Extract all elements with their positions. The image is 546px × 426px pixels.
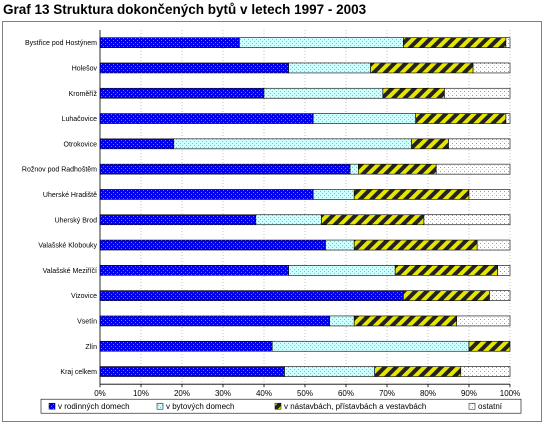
bar-segment-ostatni	[472, 62, 511, 74]
x-tick-label: 20%	[174, 389, 190, 398]
bar-segment-rodinne	[99, 265, 289, 276]
x-tick-label: 40%	[256, 389, 272, 398]
bar-segment-bytove	[349, 163, 359, 175]
x-tick-label: 100%	[500, 389, 520, 398]
category-label: Kroměříž	[69, 91, 98, 98]
category-labels: Bystřice pod Hostýnem Holešov Kroměříž Luha…	[22, 40, 98, 376]
grid-layer	[99, 30, 511, 388]
bar-segment-nastavby	[353, 239, 478, 251]
bar-segment-bytove	[325, 239, 355, 251]
bar-segment-bytove	[271, 340, 470, 352]
page-title: Graf 13 Struktura dokončených bytů v let…	[3, 2, 367, 17]
bar-segment-nastavby	[394, 265, 499, 276]
category-label: Rožnov pod Radhoštěm	[22, 167, 97, 174]
bar-segment-rodinne	[99, 113, 314, 124]
bar-segment-bytove	[284, 366, 375, 377]
category-label: Uherský Brod	[55, 217, 98, 224]
bar-segment-bytove	[329, 315, 355, 327]
bar-segment-rodinne	[99, 163, 351, 175]
legend-swatch-nastavby	[274, 402, 282, 410]
x-tick-label: 60%	[338, 389, 354, 398]
x-tick-label: 70%	[379, 389, 395, 398]
category-label: Vsetín	[77, 318, 97, 325]
bar-segment-rodinne	[99, 290, 404, 301]
legend-swatch-ostatni	[468, 402, 476, 410]
category-label: Bystřice pod Hostýnem	[25, 40, 97, 47]
bar-segment-nastavby	[403, 290, 490, 301]
bar-segment-bytove	[288, 62, 371, 74]
legend-label-bytove: v bytových domech	[166, 402, 234, 411]
stacked-bar-chart: Bystřice pod Hostýnem Holešov Kroměříž Luha…	[22, 30, 522, 414]
legend-label-nastavby: v nástavbách, přístavbách a vestavbách	[284, 402, 426, 411]
category-label: Holešov	[72, 65, 98, 72]
x-tick-label: 90%	[461, 389, 477, 398]
bar-segment-ostatni	[435, 163, 511, 175]
bar-segment-ostatni	[505, 113, 511, 124]
chart-frame: Bystřice pod Hostýnem Holešov Kroměříž Luha…	[2, 21, 542, 422]
bar-segment-nastavby	[382, 87, 445, 99]
legend-label-ostatni: ostatní	[478, 402, 503, 411]
legend-swatch-rodinne	[48, 402, 56, 410]
x-tick-label: 30%	[215, 389, 231, 398]
bar-segment-rodinne	[99, 315, 330, 327]
x-tick-label: 50%	[297, 389, 313, 398]
bar-segment-ostatni	[456, 315, 511, 327]
legend-swatch-bytove	[156, 402, 164, 410]
category-label: Valašské Klobouky	[38, 243, 97, 250]
bar-segment-rodinne	[99, 366, 285, 377]
bar-segment-ostatni	[460, 366, 511, 377]
bar-segment-ostatni	[476, 239, 511, 251]
category-label: Uherské Hradiště	[43, 192, 97, 199]
bar-segment-bytove	[255, 214, 322, 226]
bar-segment-ostatni	[468, 189, 511, 200]
category-label: Zlín	[85, 344, 97, 351]
bar-segment-nastavby	[468, 340, 511, 352]
legend-label-rodinne: v rodinných domech	[58, 402, 130, 411]
category-label: Valašské Meziříčí	[43, 268, 97, 275]
bar-segment-nastavby	[353, 189, 470, 200]
category-label: Vizovice	[71, 293, 97, 300]
category-label: Otrokovice	[64, 141, 98, 148]
bar-segment-ostatni	[489, 290, 511, 301]
bar-segment-ostatni	[444, 87, 511, 99]
category-label: Luhačovice	[62, 116, 98, 123]
bar-segment-rodinne	[99, 189, 314, 200]
bar-segment-bytove	[173, 138, 412, 150]
bar-segment-rodinne	[99, 214, 257, 226]
bar-segment-bytove	[312, 113, 417, 124]
bar-segment-rodinne	[99, 62, 289, 74]
bar-segment-nastavby	[411, 138, 449, 150]
bar-segment-ostatni	[497, 265, 511, 276]
bar-segment-rodinne	[99, 87, 265, 99]
x-tick-label: 0%	[94, 389, 106, 398]
bar-segment-nastavby	[357, 163, 437, 175]
bar-segment-rodinne	[99, 340, 273, 352]
legend: v rodinných domech v bytových domech v nás…	[40, 398, 522, 414]
bar-segment-nastavby	[370, 62, 474, 74]
bar-segment-nastavby	[374, 366, 462, 377]
bar-segment-rodinne	[99, 138, 175, 150]
bar-segment-rodinne	[99, 239, 326, 251]
x-tick-label: 10%	[133, 389, 149, 398]
x-tick-labels: 0% 10% 20% 30% 40% 50% 60% 70% 80% 90% 100%	[94, 389, 520, 398]
bar-segment-nastavby	[415, 113, 507, 124]
bar-segment-nastavby	[321, 214, 425, 226]
category-label: Kraj celkem	[60, 369, 97, 376]
bar-segment-bytove	[263, 87, 384, 99]
bar-segment-bytove	[288, 265, 396, 276]
bar-segment-nastavby	[403, 37, 507, 48]
bar-segment-bytove	[239, 37, 404, 48]
bar-segment-ostatni	[448, 138, 511, 150]
bar-segment-nastavby	[353, 315, 458, 327]
bars-layer	[99, 37, 511, 377]
bar-segment-rodinne	[99, 37, 240, 48]
bar-segment-bytove	[312, 189, 355, 200]
bar-segment-ostatni	[505, 37, 511, 48]
x-tick-label: 80%	[420, 389, 436, 398]
bar-segment-ostatni	[423, 214, 511, 226]
